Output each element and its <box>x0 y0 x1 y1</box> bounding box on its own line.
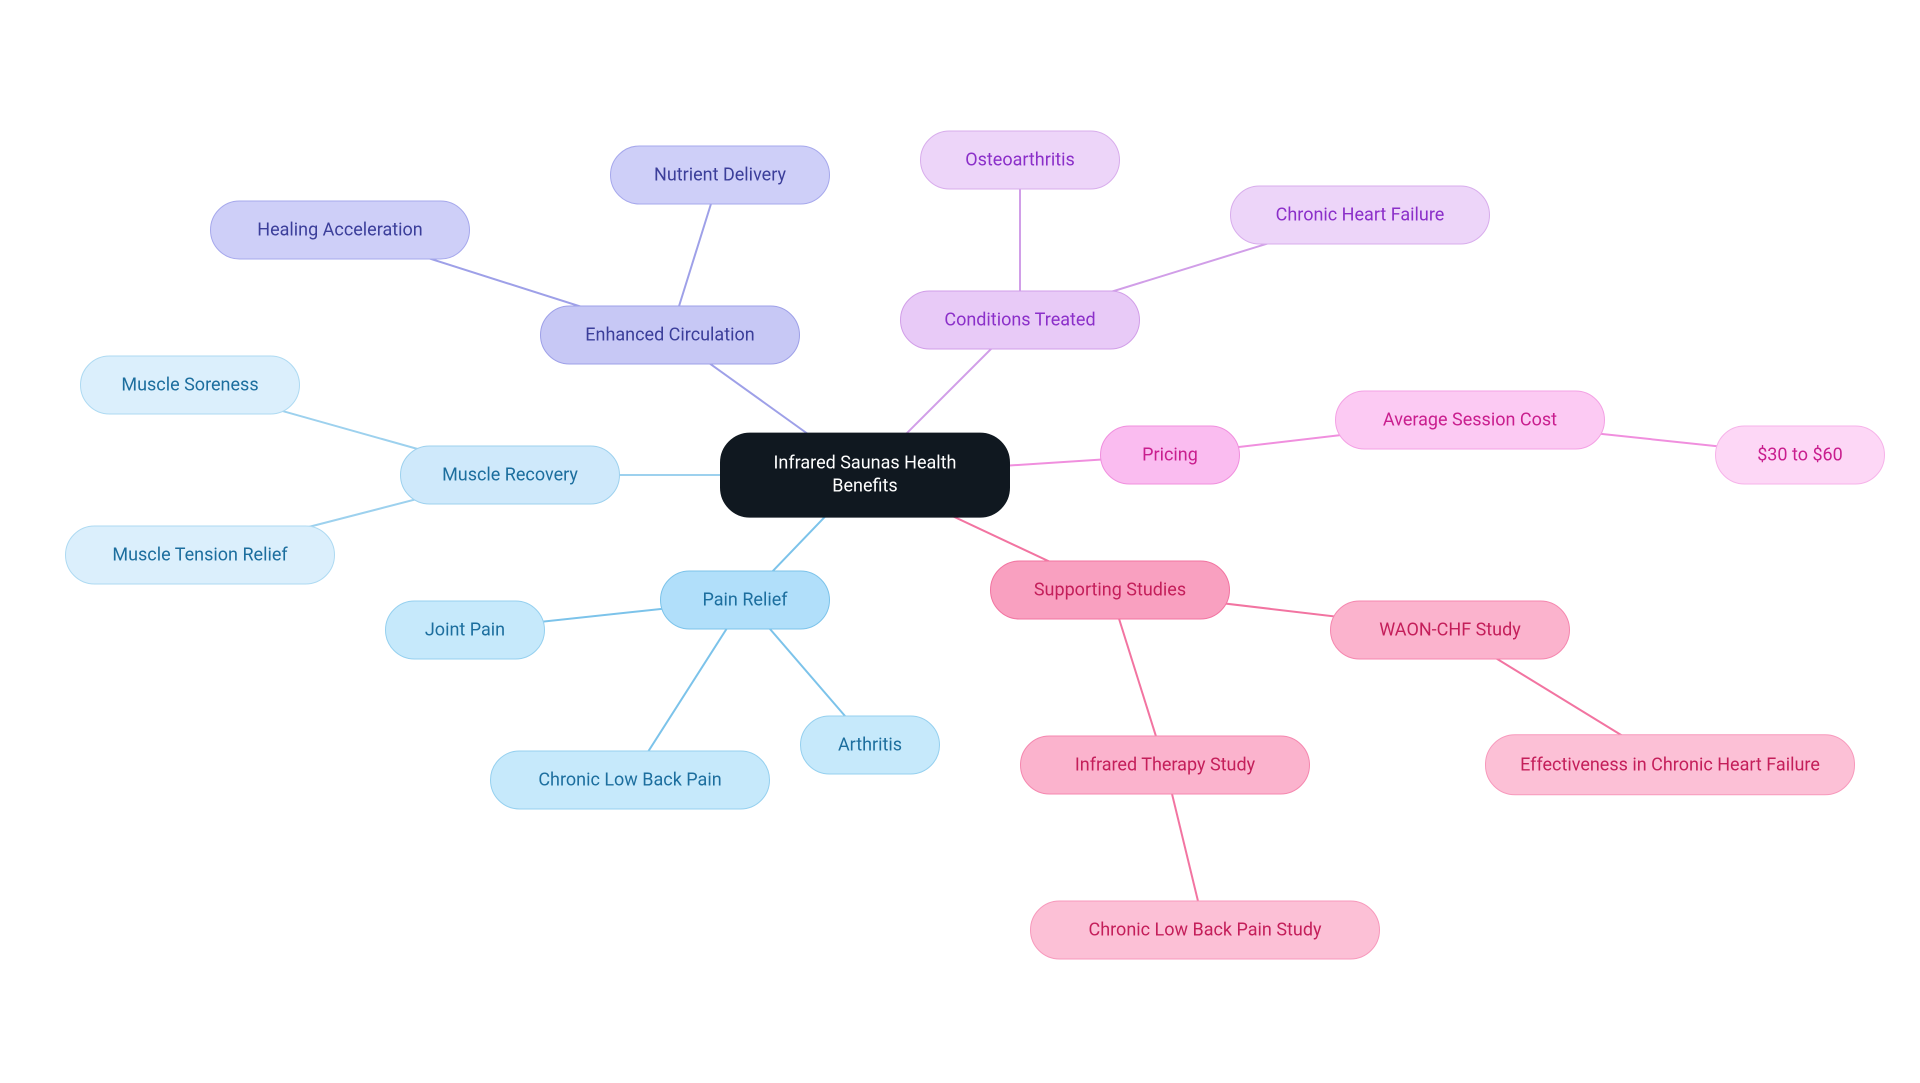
mindmap-node-muscle_rec: Muscle Recovery <box>400 446 620 505</box>
node-label: Chronic Low Back Pain Study <box>1089 920 1322 941</box>
mindmap-node-enhanced_circ: Enhanced Circulation <box>540 306 800 365</box>
node-label: Joint Pain <box>425 620 505 641</box>
node-label: Average Session Cost <box>1383 410 1557 431</box>
node-label: Arthritis <box>838 735 902 756</box>
mindmap-node-lbp_study: Chronic Low Back Pain Study <box>1030 901 1380 960</box>
mindmap-node-conditions: Conditions Treated <box>900 291 1140 350</box>
mindmap-node-studies: Supporting Studies <box>990 561 1230 620</box>
mindmap-node-clbp: Chronic Low Back Pain <box>490 751 770 810</box>
mindmap-node-pricing: Pricing <box>1100 426 1240 485</box>
mindmap-node-joint: Joint Pain <box>385 601 545 660</box>
node-label: Infrared Saunas Health Benefits <box>749 452 981 499</box>
node-label: Conditions Treated <box>944 310 1095 331</box>
mindmap-node-arthritis: Arthritis <box>800 716 940 775</box>
mindmap-node-tension: Muscle Tension Relief <box>65 526 335 585</box>
mindmap-node-chf_study: Effectiveness in Chronic Heart Failure <box>1485 734 1855 795</box>
mindmap-node-avg_cost: Average Session Cost <box>1335 391 1605 450</box>
node-label: Muscle Tension Relief <box>112 545 287 566</box>
node-label: Muscle Recovery <box>442 465 578 486</box>
node-label: Supporting Studies <box>1034 580 1186 601</box>
mindmap-node-healing: Healing Acceleration <box>210 201 470 260</box>
node-label: Pricing <box>1142 445 1198 466</box>
mindmap-node-chf_cond: Chronic Heart Failure <box>1230 186 1490 245</box>
mindmap-node-ir_study: Infrared Therapy Study <box>1020 736 1310 795</box>
mindmap-node-pain_relief: Pain Relief <box>660 571 830 630</box>
node-label: Chronic Heart Failure <box>1276 205 1445 226</box>
node-label: Osteoarthritis <box>965 150 1075 171</box>
mindmap-node-price_val: $30 to $60 <box>1715 426 1885 485</box>
node-label: $30 to $60 <box>1757 445 1843 466</box>
mindmap-node-nutrient: Nutrient Delivery <box>610 146 830 205</box>
mindmap-node-soreness: Muscle Soreness <box>80 356 300 415</box>
node-label: Effectiveness in Chronic Heart Failure <box>1520 753 1820 776</box>
node-label: Chronic Low Back Pain <box>538 770 721 791</box>
mindmap-node-waon: WAON-CHF Study <box>1330 601 1570 660</box>
node-label: Pain Relief <box>702 590 787 611</box>
node-label: WAON-CHF Study <box>1379 620 1521 641</box>
node-label: Muscle Soreness <box>121 375 258 396</box>
node-label: Enhanced Circulation <box>585 325 754 346</box>
node-label: Nutrient Delivery <box>654 165 786 186</box>
mindmap-node-center: Infrared Saunas Health Benefits <box>720 433 1010 518</box>
node-label: Infrared Therapy Study <box>1075 755 1255 776</box>
mindmap-node-osteo: Osteoarthritis <box>920 131 1120 190</box>
node-label: Healing Acceleration <box>257 220 423 241</box>
